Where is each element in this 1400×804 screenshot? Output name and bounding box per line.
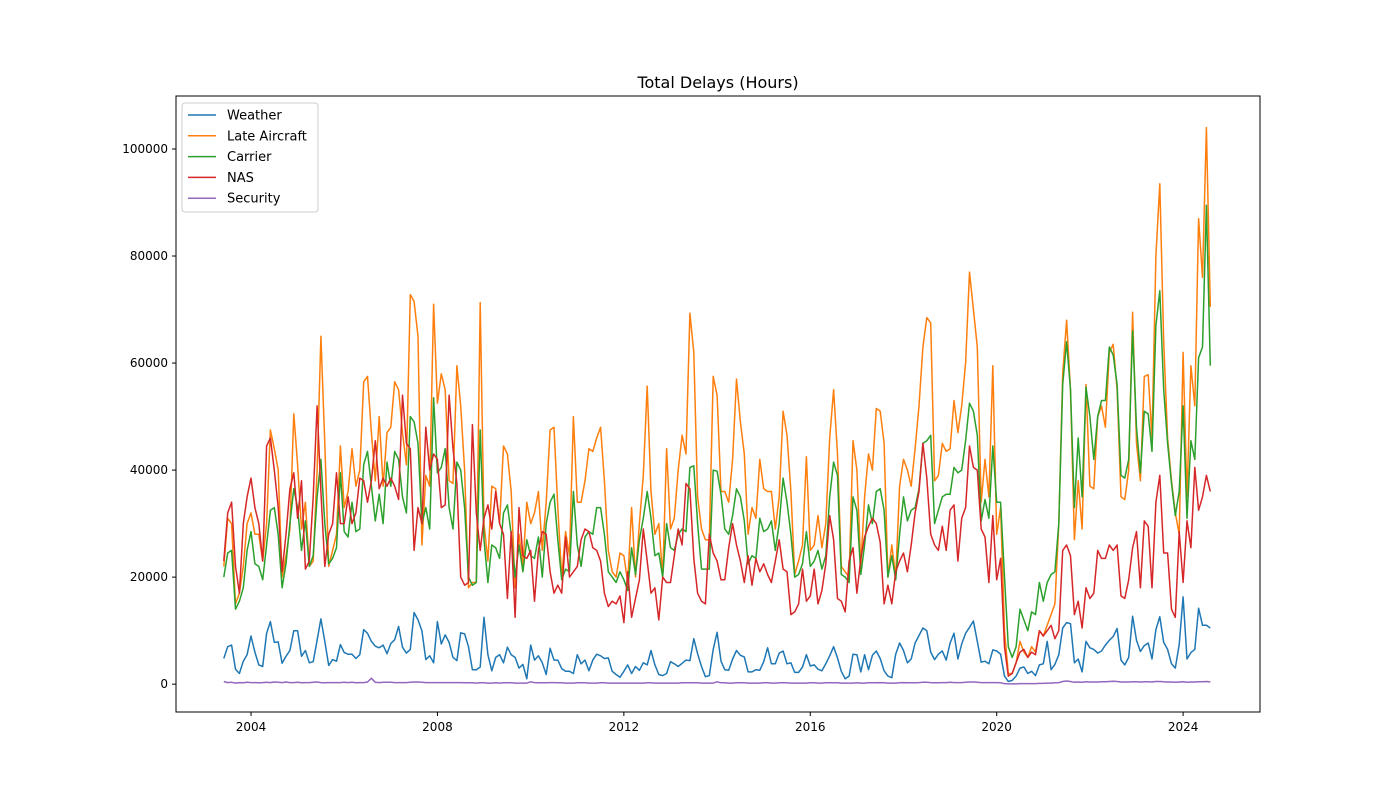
x-tick-label: 2024	[1168, 720, 1199, 734]
y-axis: 0 20000 40000 60000 80000 100000	[122, 142, 176, 691]
legend-box	[181, 102, 319, 213]
legend-label: Weather	[227, 109, 282, 124]
legend-label: NAS	[227, 171, 254, 186]
chart-title: Total Delays (Hours)	[636, 73, 798, 92]
y-tick-label: 40000	[130, 463, 168, 477]
x-tick-label: 2020	[981, 720, 1012, 734]
x-axis: 2004 2008 2012 2016 2020 2024	[236, 712, 1199, 734]
x-tick-label: 2012	[609, 720, 640, 734]
legend: Weather Late Aircraft Carrier NAS Security	[181, 102, 319, 213]
plot-frame	[175, 95, 1261, 713]
series-line-carrier	[223, 204, 1212, 659]
series-line-weather	[223, 596, 1211, 683]
series-lines	[223, 126, 1212, 685]
y-tick-label: 80000	[130, 249, 168, 263]
series-line-late-aircraft	[223, 126, 1212, 675]
y-tick-label: 0	[160, 677, 168, 691]
x-tick-label: 2004	[236, 720, 267, 734]
x-tick-label: 2016	[795, 720, 826, 734]
series-line-security	[223, 677, 1211, 685]
legend-label: Late Aircraft	[227, 129, 307, 144]
x-tick-label: 2008	[422, 720, 453, 734]
y-tick-label: 20000	[130, 570, 168, 584]
y-tick-label: 60000	[130, 356, 168, 370]
series-line-nas	[223, 394, 1212, 677]
y-tick-label: 100000	[122, 142, 168, 156]
legend-label: Carrier	[227, 150, 272, 165]
legend-label: Security	[227, 192, 281, 207]
